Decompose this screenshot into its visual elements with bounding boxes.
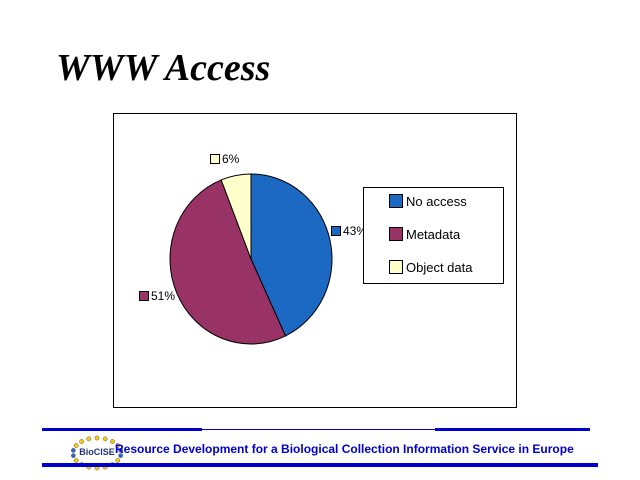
logo-dot <box>102 436 108 442</box>
legend-swatch-icon <box>389 260 403 274</box>
legend-item-object-data: Object data <box>389 259 473 275</box>
legend-item-label: Metadata <box>406 226 461 242</box>
data-label-value: 6% <box>222 152 240 166</box>
logo-dot <box>118 453 123 458</box>
footer-rule-top-middle <box>202 429 435 430</box>
logo-dot <box>71 453 76 458</box>
legend-swatch-icon <box>389 194 403 208</box>
pie-slice-no-access <box>250 173 333 337</box>
logo-dot <box>71 448 76 453</box>
data-label-metadata: 51% <box>139 289 175 303</box>
page-title: WWW Access <box>56 47 271 89</box>
footer-text: Resource Development for a Biological Co… <box>115 442 574 456</box>
legend-swatch-icon <box>389 227 403 241</box>
pie-slice-metadata <box>169 179 287 345</box>
logo-dot <box>115 458 121 463</box>
data-label-object-data: 6% <box>210 152 239 166</box>
chart-legend <box>363 187 504 284</box>
pie-slice-object-data <box>220 173 252 260</box>
legend-item-label: Object data <box>406 259 473 275</box>
pie-chart <box>169 173 333 345</box>
logo-dot <box>73 458 79 463</box>
biocise-logo-text: BioCISE <box>79 447 115 457</box>
logo-dot <box>118 448 123 453</box>
legend-item-label: No access <box>406 193 467 209</box>
data-label-value: 51% <box>151 289 176 303</box>
footer-rule-bottom <box>42 463 598 467</box>
no-access-marker-icon <box>331 226 341 236</box>
logo-dot <box>79 439 84 444</box>
logo-dot <box>110 439 115 444</box>
footer-rule-top-right <box>435 428 590 431</box>
logo-dot <box>94 435 100 441</box>
logo-dot <box>73 443 79 448</box>
data-label-value: 43% <box>343 224 368 238</box>
object-data-marker-icon <box>210 154 220 164</box>
legend-item-no-access: No access <box>389 193 467 209</box>
logo-dot <box>115 443 121 448</box>
legend-item-metadata: Metadata <box>389 226 461 242</box>
metadata-marker-icon <box>139 291 149 301</box>
logo-dot <box>86 436 92 442</box>
data-label-no-access: 43% <box>331 224 367 238</box>
footer-rule-top-left <box>42 428 202 431</box>
